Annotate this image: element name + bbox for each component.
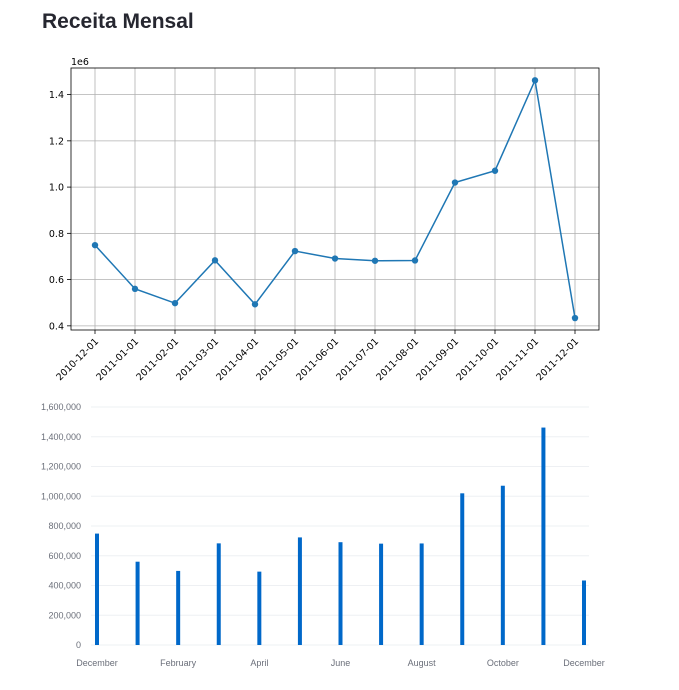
x-tick-label: December	[563, 658, 605, 668]
data-point	[91, 241, 99, 249]
data-point	[411, 257, 419, 264]
y-tick-label: 1,200,000	[41, 462, 81, 472]
page-title: Receita Mensal	[42, 10, 194, 33]
x-tick-label: December	[76, 658, 118, 668]
y-tick-label: 1,000,000	[41, 491, 81, 501]
revenue-line-chart: 0.40.60.81.01.21.41e62010-12-012011-01-0…	[49, 57, 600, 383]
data-point	[251, 301, 259, 308]
y-tick-label: 0.6	[49, 275, 64, 286]
y-tick-label: 200,000	[48, 610, 81, 620]
y-tick-label: 1.4	[49, 90, 64, 101]
data-point	[291, 247, 299, 255]
x-tick-label: February	[160, 658, 197, 668]
data-point	[131, 285, 139, 293]
y-tick-label: 0.4	[49, 321, 64, 332]
revenue-bar[interactable]	[176, 570, 181, 645]
x-tick-label: April	[250, 658, 268, 668]
y-tick-label: 1.2	[49, 136, 64, 147]
y-offset-label: 1e6	[71, 57, 89, 68]
revenue-bar[interactable]	[582, 580, 586, 645]
revenue-bar[interactable]	[419, 543, 424, 645]
data-point	[211, 257, 219, 264]
y-tick-label: 1,400,000	[41, 432, 81, 442]
revenue-bar[interactable]	[95, 533, 99, 645]
y-tick-label: 800,000	[48, 521, 81, 531]
data-point	[531, 77, 539, 84]
y-tick-label: 1.0	[49, 183, 64, 194]
data-point	[491, 167, 499, 174]
data-point	[371, 257, 379, 264]
revenue-bar[interactable]	[216, 543, 221, 645]
revenue-bar[interactable]	[297, 537, 302, 645]
data-point	[451, 179, 459, 186]
y-tick-label: 400,000	[48, 581, 81, 591]
x-tick-label: June	[331, 658, 351, 668]
revenue-bar[interactable]	[500, 485, 505, 645]
revenue-bar[interactable]	[460, 493, 465, 645]
y-tick-label: 1,600,000	[41, 402, 81, 412]
revenue-bar[interactable]	[257, 571, 262, 645]
revenue-bar[interactable]	[379, 543, 384, 645]
revenue-bar[interactable]	[338, 542, 343, 645]
data-point	[171, 299, 179, 307]
y-tick-label: 0	[76, 640, 81, 650]
data-point	[571, 314, 579, 322]
y-tick-label: 600,000	[48, 551, 81, 561]
revenue-bar[interactable]	[541, 427, 546, 645]
revenue-bar[interactable]	[135, 561, 140, 645]
x-tick-label: October	[487, 658, 519, 668]
y-tick-label: 0.8	[49, 229, 64, 240]
x-tick-label: August	[408, 658, 437, 668]
data-point	[331, 255, 339, 262]
